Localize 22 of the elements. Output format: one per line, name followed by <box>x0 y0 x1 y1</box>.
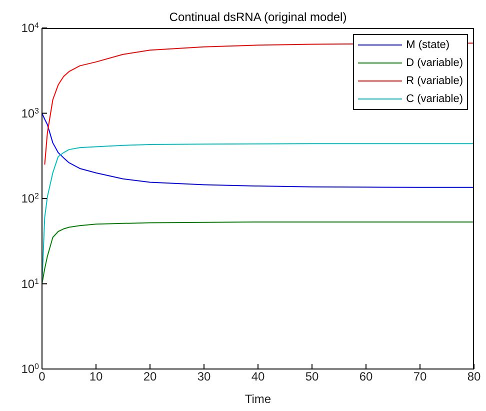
legend-label: R (variable) <box>406 75 463 87</box>
x-axis-title: Time <box>244 392 272 406</box>
legend-label: D (variable) <box>406 57 463 69</box>
y-tick-label: 10$^{3}$ <box>21 106 40 120</box>
x-tick-label: 30 <box>197 370 211 384</box>
x-tick-label: 60 <box>359 370 373 384</box>
y-tick-label: 10$^{0}$ <box>21 362 40 376</box>
x-tick-label: 20 <box>143 370 157 384</box>
legend-label: C (variable) <box>406 93 463 105</box>
y-tick-label: 10$^{4}$ <box>21 20 40 35</box>
x-tick-label: 80 <box>467 370 481 384</box>
y-tick-label: 10$^{1}$ <box>21 276 40 291</box>
chart-title: Continual dsRNA (original model) <box>168 10 348 24</box>
x-tick-label: 40 <box>251 370 265 384</box>
legend-label: M (state) <box>406 39 450 51</box>
x-tick-label: 0 <box>38 370 46 384</box>
x-tick-label: 50 <box>305 370 319 384</box>
line-series <box>42 222 474 284</box>
line-series <box>42 112 474 188</box>
x-tick-label: 70 <box>413 370 427 384</box>
y-tick-label: 10$^{2}$ <box>21 191 40 206</box>
x-tick-label: 10 <box>89 370 103 384</box>
